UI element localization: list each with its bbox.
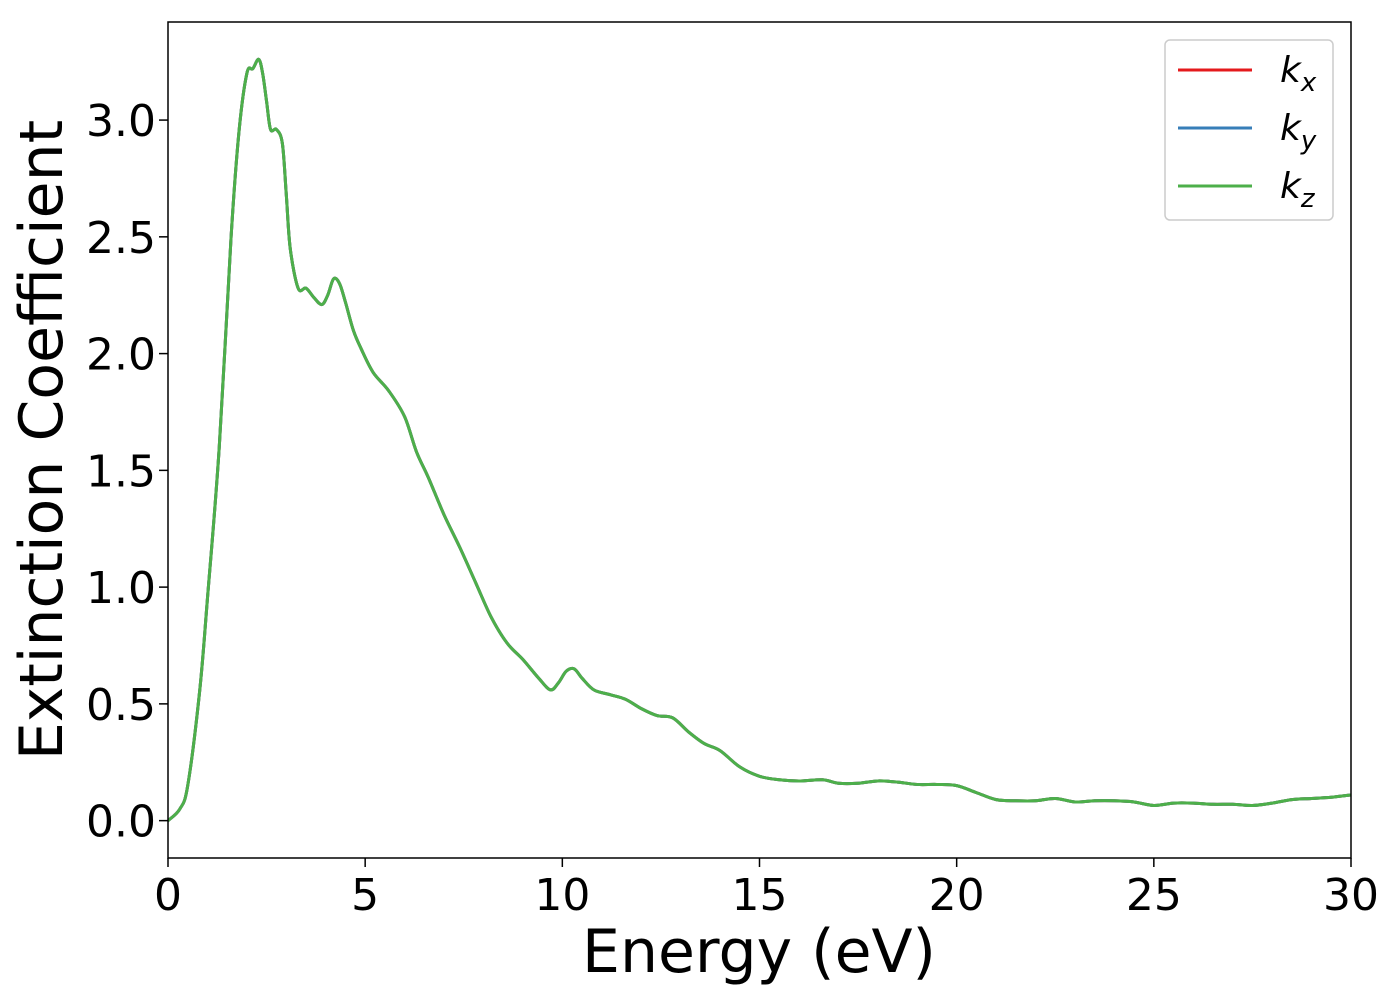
x-tick-label: 5 xyxy=(351,870,379,921)
y-tick-label: 1.0 xyxy=(86,563,156,614)
y-tick-label: 3.0 xyxy=(86,96,156,147)
legend-frame xyxy=(1164,39,1334,221)
x-axis: 0 5 10 15 20 25 30 xyxy=(154,858,1379,921)
legend-label-kx: kx xyxy=(1280,50,1317,98)
legend-label-kz: kz xyxy=(1280,166,1316,214)
x-tick-label: 25 xyxy=(1126,870,1182,921)
y-axis: 0.0 0.5 1.0 1.5 2.0 2.5 3.0 xyxy=(86,96,168,848)
x-tick-label: 20 xyxy=(929,870,985,921)
y-axis-label: Extinction Coefficient xyxy=(7,120,77,760)
x-tick-label: 15 xyxy=(732,870,788,921)
y-tick-label: 2.5 xyxy=(86,213,156,264)
series-line-kz xyxy=(168,57,1351,823)
y-tick-label: 2.0 xyxy=(86,330,156,381)
x-tick-label: 30 xyxy=(1323,870,1379,921)
y-tick-label: 0.5 xyxy=(86,680,156,731)
x-axis-label: Energy (eV) xyxy=(582,917,936,987)
legend: kx ky kz xyxy=(1164,39,1334,221)
y-tick-label: 1.5 xyxy=(86,446,156,497)
x-tick-label: 10 xyxy=(534,870,590,921)
legend-label-ky: ky xyxy=(1280,108,1317,156)
x-tick-label: 0 xyxy=(154,870,182,921)
plot-layer xyxy=(168,57,1351,823)
y-tick-label: 0.0 xyxy=(86,797,156,848)
